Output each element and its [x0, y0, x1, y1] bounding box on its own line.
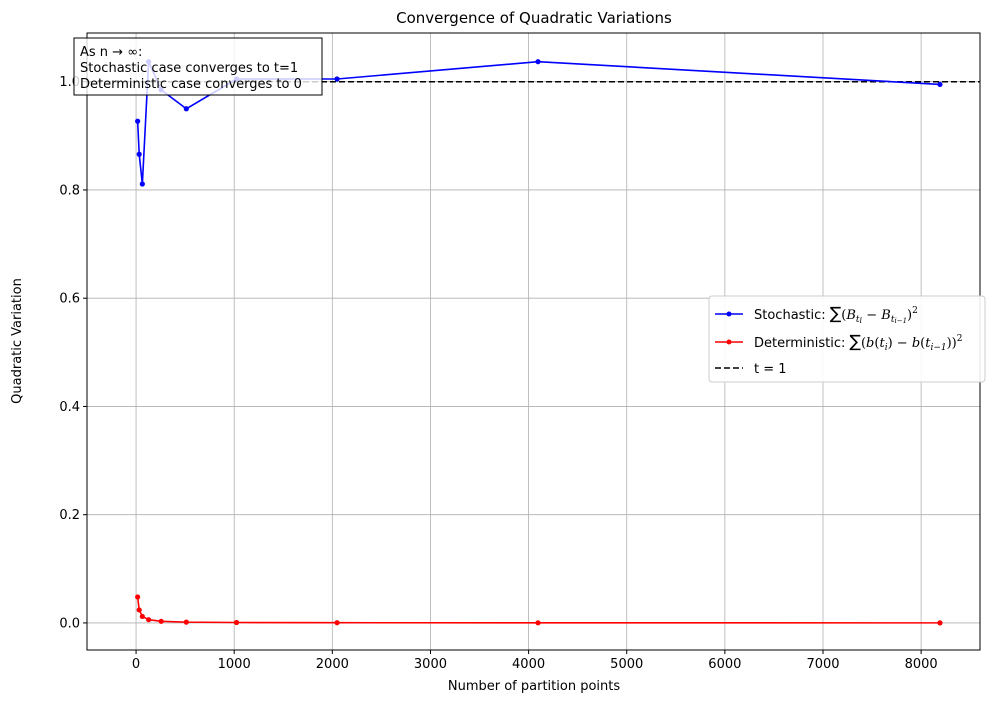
annotation-line-1: As n → ∞: [80, 45, 142, 60]
y-tick-label: 0.4 [59, 400, 80, 415]
y-tick-label: 0.6 [59, 292, 80, 307]
data-point-deterministic [135, 594, 141, 600]
annotation-frame [73, 37, 323, 96]
series-line-stochastic [136, 60, 941, 185]
x-tick-label: 1000 [218, 657, 251, 672]
annotation-line-3: Deterministic case converges to 0 [80, 77, 302, 92]
legend-formula-stochastic: ∑(Bti − Bti−1)2 [830, 304, 918, 325]
legend-prefix-deterministic: Deterministic: [754, 336, 850, 351]
legend-label-reference: t = 1 [754, 362, 787, 377]
legend-label-deterministic: Deterministic: ∑(b(ti) − b(ti−1))2 [754, 332, 963, 353]
x-tick-label: 8000 [905, 657, 938, 672]
legend-entry-stochastic: Stochastic: ∑(Bti − Bti−1)2 [715, 304, 918, 325]
y-tick-label: 0.2 [59, 508, 80, 523]
data-point-deterministic [937, 620, 943, 626]
series-layer [135, 59, 943, 626]
data-point-stochastic [334, 76, 340, 82]
x-tick-label: 4000 [512, 657, 545, 672]
x-tick-label: 5000 [610, 657, 643, 672]
chart-title: Convergence of Quadratic Variations [396, 9, 672, 27]
annotation-line-2: Stochastic case converges to t=1 [80, 61, 298, 76]
x-tick-label: 7000 [806, 657, 839, 672]
annotation-box: As n → ∞: Stochastic case converges to t… [73, 37, 323, 96]
data-point-stochastic [139, 181, 145, 187]
x-tick-label: 0 [132, 657, 140, 672]
data-point-deterministic [183, 619, 189, 625]
y-axis: 0.00.20.40.60.81.0 [59, 75, 87, 631]
legend-marker-stochastic [726, 311, 732, 317]
data-point-deterministic [535, 620, 541, 626]
data-point-deterministic [139, 613, 145, 620]
legend-marker-deterministic [726, 339, 732, 345]
x-tick-label: 2000 [316, 657, 349, 672]
y-tick-label: 0.8 [59, 183, 80, 198]
x-axis: 0 1000 2000 3000 4000 5000 6000 7000 8000 [132, 650, 938, 672]
data-point-deterministic [233, 619, 240, 626]
y-axis-label: Quadratic Variation [10, 278, 25, 404]
data-point-stochastic [183, 106, 189, 112]
legend: Stochastic: ∑(Bti − Bti−1)2 Deterministi… [708, 295, 986, 383]
data-point-stochastic [535, 59, 541, 65]
y-tick-label: 0.0 [59, 616, 80, 631]
legend-formula-deterministic: ∑(b(ti) − b(ti−1))2 [850, 332, 963, 353]
x-axis-label: Number of partition points [448, 679, 620, 694]
data-point-deterministic [146, 617, 152, 623]
legend-label-stochastic: Stochastic: ∑(Bti − Bti−1)2 [754, 304, 918, 325]
data-point-stochastic [135, 118, 141, 124]
x-tick-label: 6000 [708, 657, 741, 672]
data-point-stochastic [136, 151, 142, 157]
series-line-deterministic [136, 596, 940, 624]
data-point-stochastic [937, 81, 943, 88]
data-point-deterministic [158, 618, 164, 624]
legend-entry-deterministic: Deterministic: ∑(b(ti) − b(ti−1))2 [715, 332, 963, 353]
legend-prefix-stochastic: Stochastic: [754, 308, 830, 323]
legend-entry-reference: t = 1 [715, 362, 787, 377]
legend-frame [708, 295, 986, 383]
data-point-deterministic [136, 607, 142, 613]
data-point-deterministic [334, 620, 340, 626]
x-tick-label: 3000 [414, 657, 447, 672]
